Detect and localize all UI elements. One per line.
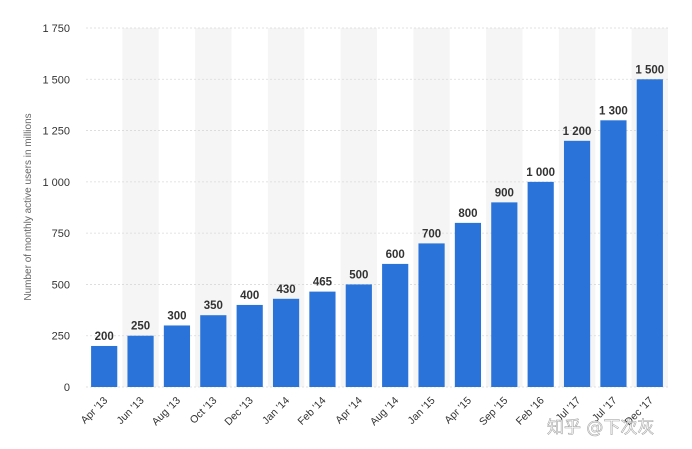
data-label: 350 xyxy=(204,300,223,312)
x-tick-label: Oct '13 xyxy=(188,395,220,427)
data-label: 1 500 xyxy=(635,64,664,76)
data-label: 430 xyxy=(276,284,295,296)
bar xyxy=(600,120,627,388)
bar xyxy=(454,222,482,387)
y-tick-label: 1 250 xyxy=(42,126,70,138)
x-tick-label: Dec '13 xyxy=(222,395,256,429)
y-tick-label: 1 000 xyxy=(42,177,70,189)
bar xyxy=(636,79,663,388)
data-label: 500 xyxy=(349,269,368,281)
bar xyxy=(345,284,372,387)
y-axis-label: Number of monthly active users in millio… xyxy=(23,113,34,300)
y-tick-label: 750 xyxy=(52,228,70,240)
bar xyxy=(527,181,554,387)
bar xyxy=(163,325,191,387)
bar xyxy=(309,291,336,387)
data-label: 200 xyxy=(95,331,114,343)
bar xyxy=(382,263,409,387)
x-tick-label: Aug '14 xyxy=(368,395,402,429)
bar xyxy=(236,304,263,387)
watermark: 知乎 @下次灰 xyxy=(547,418,654,438)
bar xyxy=(200,315,227,387)
data-label: 1 000 xyxy=(526,167,555,179)
data-label: 600 xyxy=(386,249,405,261)
data-label: 1 300 xyxy=(599,105,628,117)
y-tick-label: 1 750 xyxy=(42,23,70,35)
data-label: 250 xyxy=(131,321,150,333)
band xyxy=(122,28,159,387)
x-tick-label: Apr '15 xyxy=(442,395,474,427)
x-tick-label: Jun '13 xyxy=(114,395,146,427)
x-tick-label: Jan '15 xyxy=(405,395,437,427)
data-label: 400 xyxy=(240,290,259,302)
y-tick-label: 500 xyxy=(52,279,70,291)
data-label: 800 xyxy=(458,208,477,220)
y-tick-label: 1 500 xyxy=(42,74,70,86)
x-tick-label: Apr '14 xyxy=(333,395,365,427)
bar xyxy=(272,298,300,387)
bar xyxy=(91,345,118,387)
data-label: 465 xyxy=(313,277,333,289)
bar xyxy=(563,140,591,387)
bars xyxy=(91,79,663,388)
bar xyxy=(418,243,445,387)
x-tick-label: Jan '14 xyxy=(260,395,292,427)
y-tick-label: 250 xyxy=(52,331,70,343)
x-tick-label: Apr '13 xyxy=(79,395,111,427)
y-axis-ticks: 0 250 500 750 1 000 1 250 1 500 1 750 xyxy=(42,23,70,394)
data-label: 1 200 xyxy=(563,126,592,138)
data-label: 900 xyxy=(495,187,514,199)
bar xyxy=(491,202,518,387)
x-tick-label: Feb '14 xyxy=(296,395,329,428)
y-tick-label: 0 xyxy=(64,382,70,394)
bar xyxy=(127,335,154,387)
data-label: 700 xyxy=(422,228,441,240)
x-tick-label: Aug '13 xyxy=(150,395,184,429)
x-tick-label: Feb '16 xyxy=(514,395,547,428)
x-tick-label: Sep '15 xyxy=(477,395,511,429)
data-labels: 200 250 300 350 400 430 465 500 600 700 800 900 1 00… xyxy=(95,64,665,343)
data-label: 300 xyxy=(167,310,186,322)
